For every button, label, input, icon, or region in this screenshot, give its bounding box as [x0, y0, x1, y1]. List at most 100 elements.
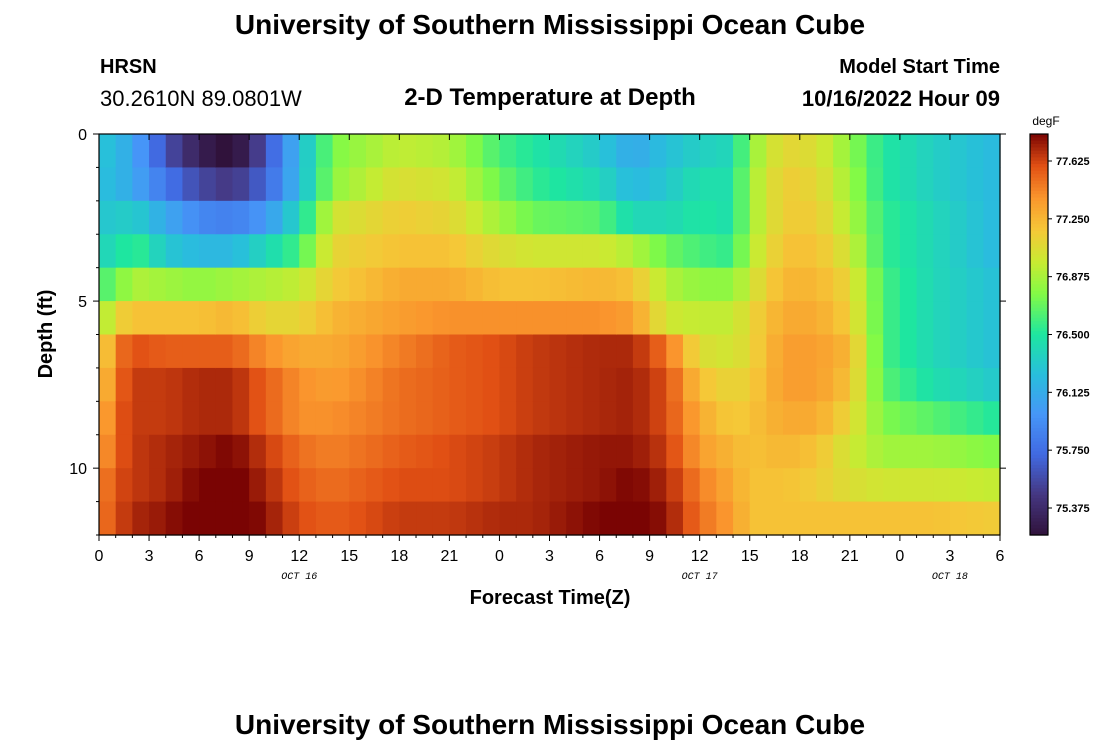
- colorbar-swatch: [1030, 217, 1048, 222]
- heatmap-cell: [199, 401, 217, 436]
- colorbar-swatch: [1030, 471, 1048, 476]
- heatmap-cell: [682, 434, 701, 469]
- colorbar-tick-label: 77.250: [1056, 214, 1090, 226]
- heatmap-cell: [315, 434, 334, 469]
- heatmap-cell: [616, 134, 634, 169]
- heatmap-cell: [349, 134, 367, 169]
- y-axis-label: Depth (ft): [35, 290, 57, 379]
- heatmap-cell: [416, 468, 434, 503]
- colorbar-swatch: [1030, 250, 1048, 255]
- heatmap-cell: [282, 167, 300, 202]
- heatmap-cell: [566, 334, 584, 369]
- heatmap-cell: [966, 434, 984, 469]
- heatmap-cell: [983, 434, 1001, 469]
- colorbar-swatch: [1030, 154, 1048, 158]
- heatmap-cell: [382, 434, 400, 469]
- colorbar-swatch: [1030, 304, 1048, 309]
- heatmap-cell: [282, 468, 300, 503]
- heatmap-cell: [532, 468, 551, 503]
- colorbar-swatch: [1030, 327, 1048, 332]
- heatmap-cell: [599, 134, 617, 169]
- heatmap-cell: [716, 401, 734, 436]
- heatmap-cell: [766, 234, 784, 269]
- heatmap-cell: [866, 234, 884, 269]
- heatmap-cell: [365, 367, 384, 402]
- colorbar-swatch: [1030, 204, 1048, 209]
- heatmap-cell: [282, 501, 300, 536]
- colorbar-swatch: [1030, 434, 1048, 439]
- heatmap-cell: [149, 367, 167, 402]
- heatmap-cell: [182, 267, 200, 302]
- heatmap-cell: [315, 367, 334, 402]
- heatmap-cell: [466, 401, 484, 436]
- colorbar-tick-label: 75.375: [1056, 503, 1090, 515]
- heatmap-cell: [182, 134, 200, 169]
- heatmap-cell: [682, 267, 701, 302]
- colorbar-swatch: [1030, 187, 1048, 192]
- heatmap-cell: [215, 434, 234, 469]
- heatmap-cell: [399, 267, 417, 302]
- colorbar-swatch: [1030, 454, 1048, 459]
- heatmap-cell: [249, 200, 267, 235]
- colorbar-swatch: [1030, 414, 1048, 419]
- heatmap-cell: [132, 334, 150, 369]
- heatmap-cell: [749, 334, 768, 369]
- heatmap-cell: [599, 501, 617, 536]
- colorbar-swatch: [1030, 357, 1048, 362]
- heatmap-cell: [149, 501, 167, 536]
- heatmap-cell: [716, 267, 734, 302]
- heatmap-cell: [599, 200, 617, 235]
- heatmap-cell: [432, 200, 450, 235]
- heatmap-cell: [265, 167, 284, 202]
- heatmap-cell: [132, 267, 150, 302]
- heatmap-cell: [599, 301, 617, 336]
- heatmap-cell: [349, 234, 367, 269]
- heatmap-cell: [532, 401, 551, 436]
- heatmap-cell: [499, 501, 517, 536]
- heatmap-cell: [265, 334, 284, 369]
- colorbar-swatch: [1030, 240, 1048, 245]
- heatmap-cell: [616, 468, 634, 503]
- heatmap-cell: [749, 434, 768, 469]
- heatmap-cell: [532, 501, 551, 536]
- colorbar-swatch: [1030, 294, 1048, 299]
- heatmap-cell: [382, 167, 400, 202]
- heatmap-cell: [783, 134, 801, 169]
- colorbar-swatch: [1030, 170, 1048, 175]
- heatmap-cell: [132, 134, 150, 169]
- heatmap-cell: [933, 200, 951, 235]
- heatmap-cell: [699, 468, 717, 503]
- heatmap-cell: [282, 234, 300, 269]
- heatmap-cell: [265, 501, 284, 536]
- heatmap-cell: [949, 367, 968, 402]
- heatmap-cell: [449, 401, 467, 436]
- heatmap-cell: [499, 134, 517, 169]
- heatmap-cell: [165, 367, 184, 402]
- heatmap-cell: [833, 167, 851, 202]
- heatmap-cell: [532, 134, 551, 169]
- heatmap-cell: [115, 167, 133, 202]
- heatmap-cell: [833, 468, 851, 503]
- heatmap-cell: [349, 267, 367, 302]
- heatmap-cell: [382, 134, 400, 169]
- heatmap-cell: [699, 167, 717, 202]
- heatmap-cell: [849, 267, 868, 302]
- heatmap-cell: [182, 501, 200, 536]
- heatmap-cell: [749, 167, 768, 202]
- heatmap-cell: [883, 134, 901, 169]
- colorbar-swatch: [1030, 177, 1048, 182]
- heatmap-cell: [916, 334, 934, 369]
- heatmap-cell: [833, 367, 851, 402]
- x-tick-label: 12: [691, 548, 709, 565]
- heatmap-cell: [249, 234, 267, 269]
- heatmap-cell: [716, 301, 734, 336]
- colorbar-swatch: [1030, 337, 1048, 342]
- colorbar-swatch: [1030, 210, 1048, 215]
- heatmap-cell: [649, 200, 667, 235]
- heatmap-cell: [516, 367, 534, 402]
- colorbar-swatch: [1030, 167, 1048, 172]
- heatmap-cell: [399, 134, 417, 169]
- colorbar-swatch: [1030, 134, 1048, 138]
- heatmap-cell: [766, 401, 784, 436]
- heatmap-cell: [833, 200, 851, 235]
